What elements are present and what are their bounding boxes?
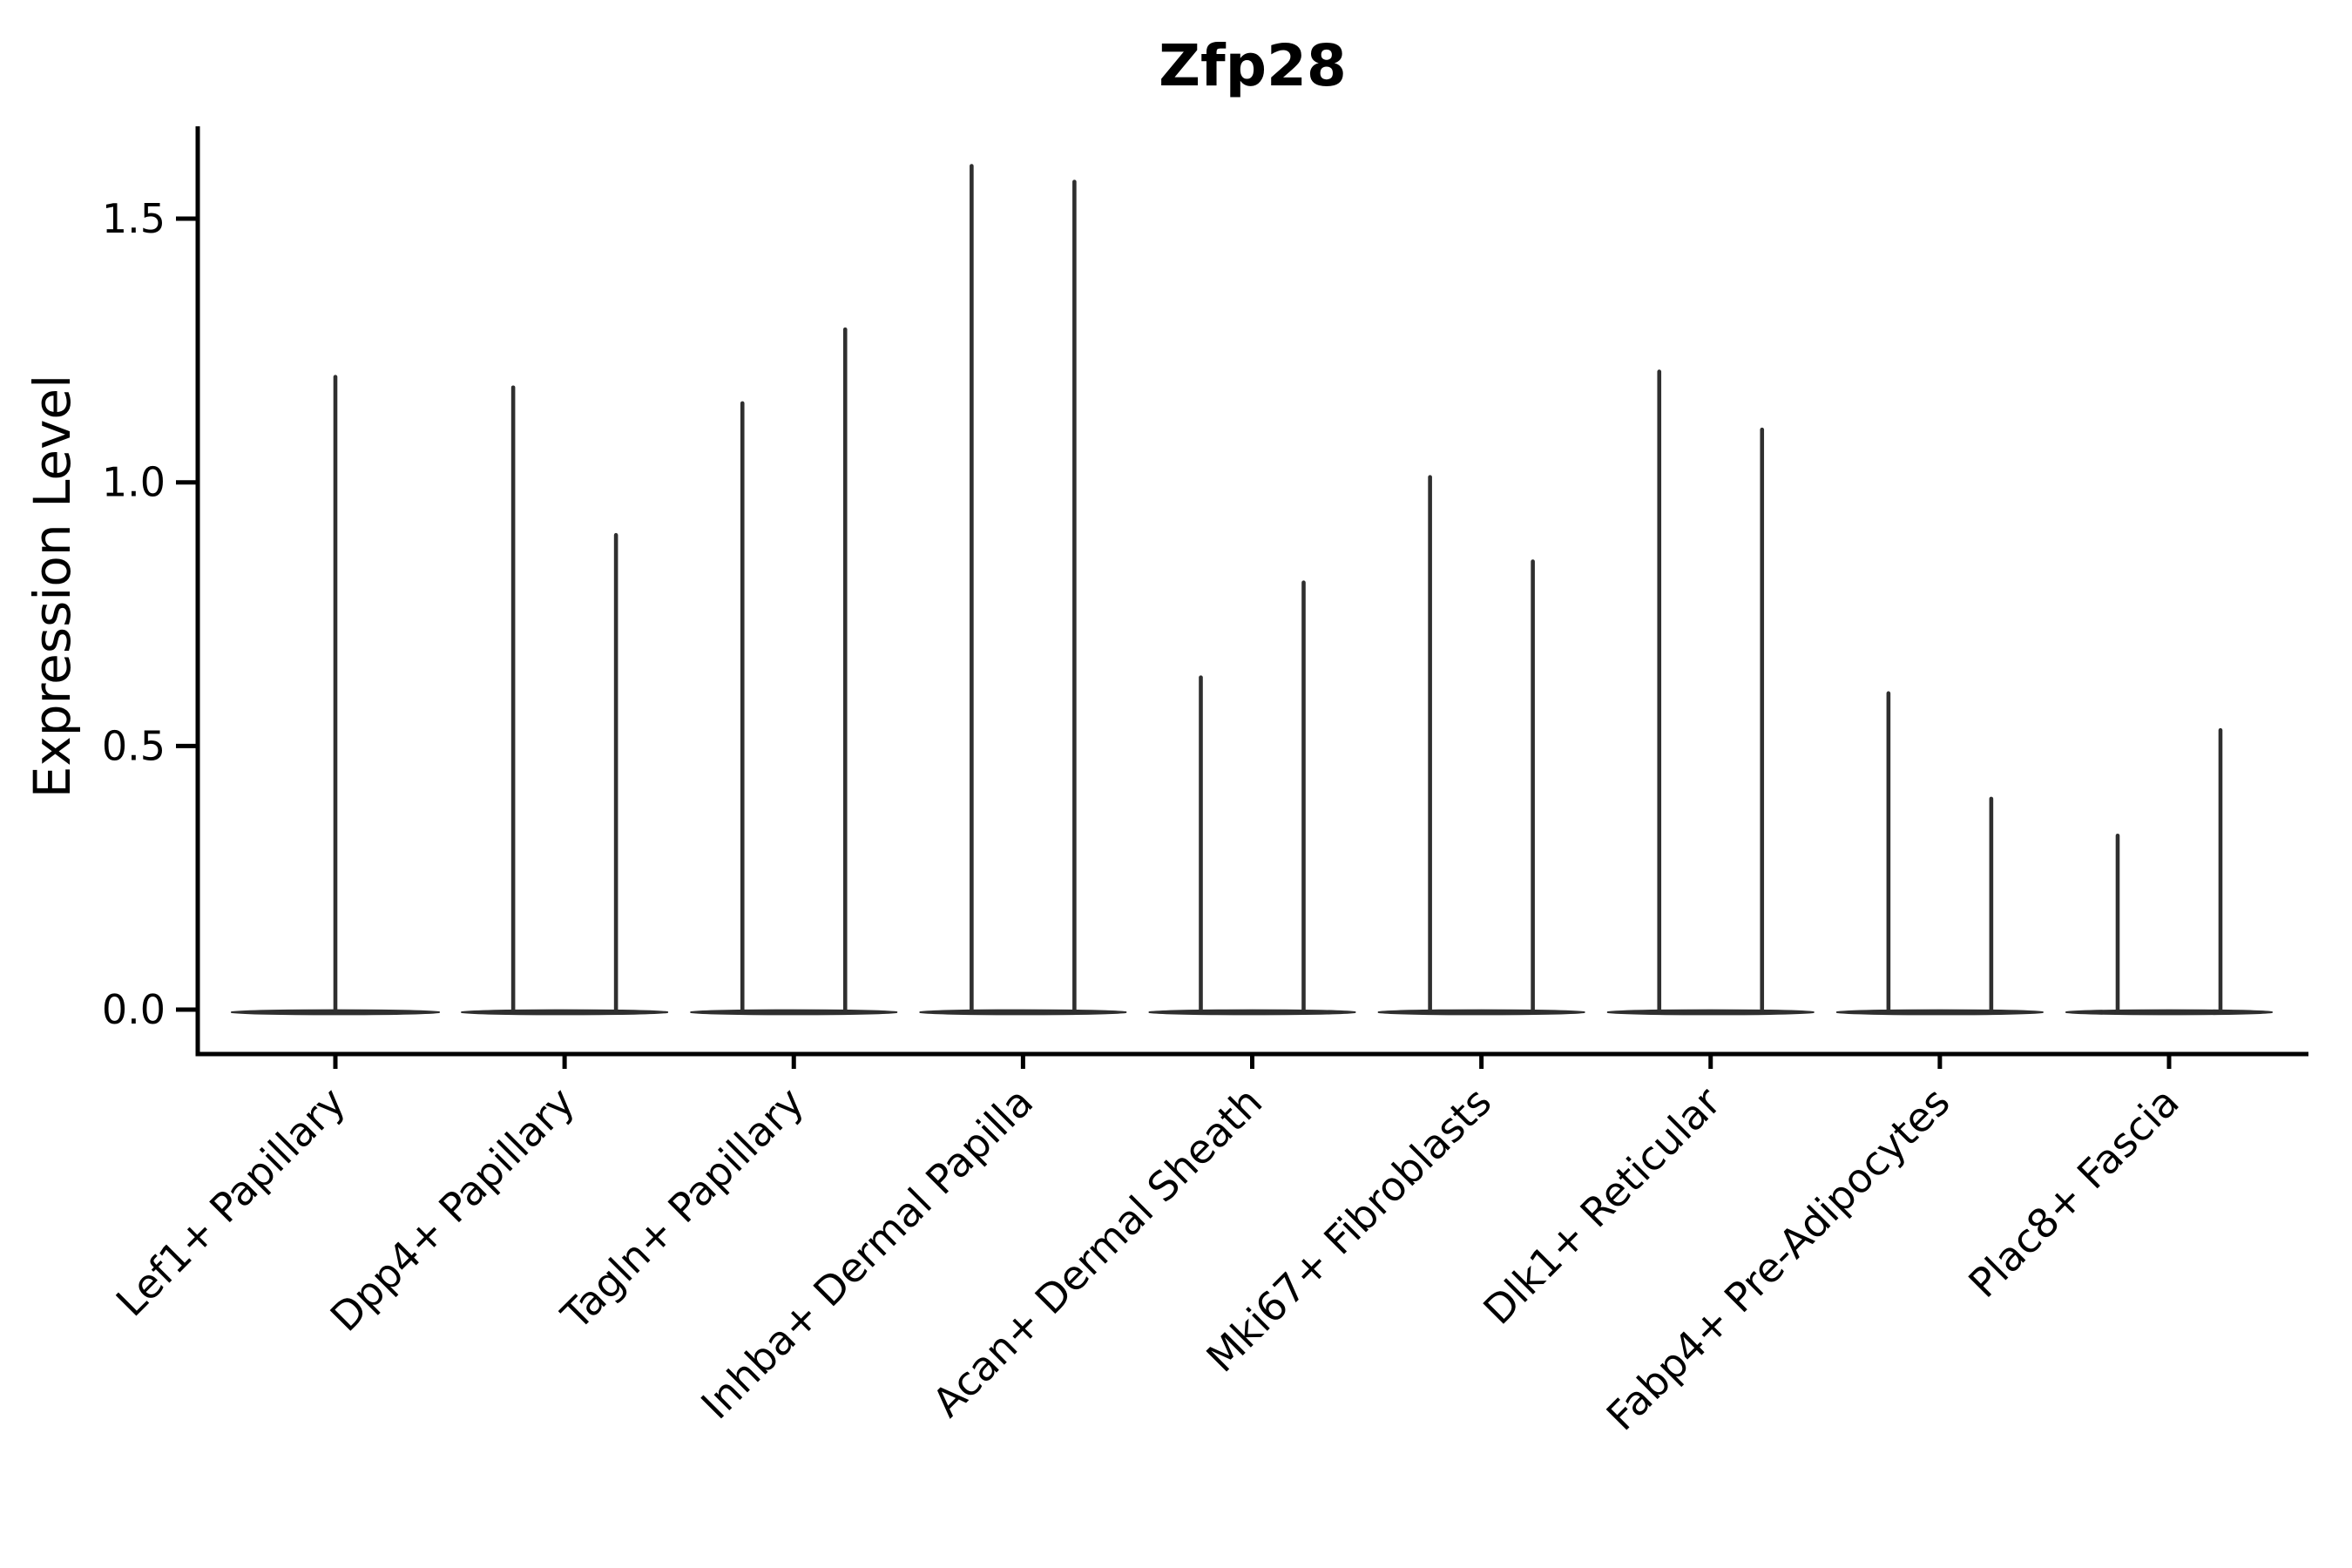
violin-body-baseline: [1835, 1009, 2044, 1016]
x-tick-label: Plac8+ Fascia: [1959, 1078, 2187, 1307]
violin-body-baseline: [1377, 1009, 1585, 1016]
violin-group: [461, 385, 669, 1016]
x-tick-label: Dlk1+ Reticular: [1474, 1078, 1729, 1334]
chart-title: Zfp28: [1159, 32, 1347, 99]
y-tick-label: 1.0: [102, 459, 166, 506]
violin-body-baseline: [690, 1009, 898, 1016]
violin-group: [231, 375, 440, 1016]
y-tick-label: 1.5: [102, 195, 166, 242]
violin-group: [2065, 727, 2273, 1016]
violin-group: [1148, 580, 1356, 1016]
x-tick-label: Tagln+ Papillary: [551, 1078, 813, 1340]
violin-group: [1377, 475, 1585, 1016]
violin-group: [1606, 369, 1815, 1016]
violin-body-baseline: [461, 1009, 669, 1016]
violin-group: [690, 327, 898, 1016]
violins: [231, 164, 2273, 1016]
x-tick-label: Dpp4+ Papillary: [321, 1078, 584, 1341]
violin-group: [919, 164, 1127, 1016]
y-axis-title: Expression Level: [23, 375, 82, 798]
violin-body-baseline: [1148, 1009, 1356, 1016]
violin-body-baseline: [2065, 1009, 2273, 1016]
violin-group: [1835, 691, 2044, 1016]
violin-body-baseline: [919, 1009, 1127, 1016]
y-tick-label: 0.0: [102, 986, 166, 1033]
violin-body-baseline: [1606, 1009, 1815, 1016]
x-tick-label: Lef1+ Papillary: [107, 1078, 355, 1326]
y-tick-label: 0.5: [102, 722, 166, 769]
axes: [176, 126, 2308, 1069]
